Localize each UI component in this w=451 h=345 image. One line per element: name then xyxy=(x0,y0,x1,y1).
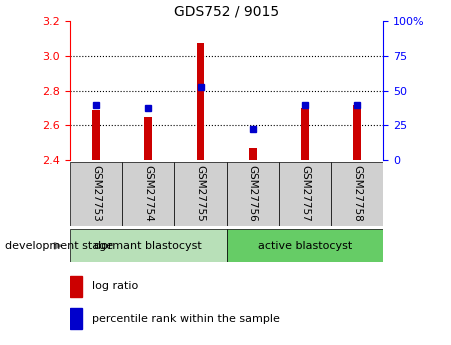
Bar xyxy=(301,108,309,160)
Bar xyxy=(144,117,152,160)
Text: GSM27757: GSM27757 xyxy=(300,165,310,222)
Text: GSM27755: GSM27755 xyxy=(195,165,206,222)
Text: percentile rank within the sample: percentile rank within the sample xyxy=(92,314,280,324)
Bar xyxy=(279,162,331,226)
Text: GSM27753: GSM27753 xyxy=(91,165,101,222)
Bar xyxy=(175,162,226,226)
Bar xyxy=(70,229,226,262)
Title: GDS752 / 9015: GDS752 / 9015 xyxy=(174,4,279,18)
Text: GSM27758: GSM27758 xyxy=(352,165,362,222)
Text: dormant blastocyst: dormant blastocyst xyxy=(94,241,202,251)
Bar xyxy=(197,43,204,160)
Bar xyxy=(226,162,279,226)
Bar xyxy=(226,229,383,262)
Text: GSM27756: GSM27756 xyxy=(248,165,258,222)
Bar xyxy=(122,162,175,226)
Text: development stage: development stage xyxy=(5,241,113,251)
Bar xyxy=(353,105,361,160)
Bar xyxy=(70,308,83,329)
Bar xyxy=(331,162,383,226)
Text: GSM27754: GSM27754 xyxy=(143,165,153,222)
Text: log ratio: log ratio xyxy=(92,281,138,291)
Text: active blastocyst: active blastocyst xyxy=(258,241,352,251)
Bar xyxy=(92,110,100,160)
Bar xyxy=(70,162,122,226)
Bar xyxy=(249,148,257,160)
Bar xyxy=(70,276,83,297)
